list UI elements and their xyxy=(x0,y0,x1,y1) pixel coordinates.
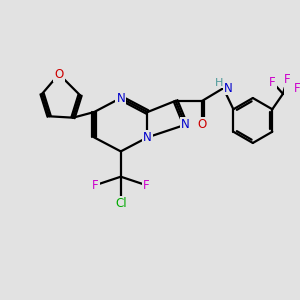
Text: N: N xyxy=(116,92,125,104)
Text: F: F xyxy=(269,76,276,88)
Text: Cl: Cl xyxy=(115,197,127,210)
Text: F: F xyxy=(294,82,300,95)
Text: O: O xyxy=(198,118,207,131)
Text: F: F xyxy=(143,178,149,192)
Text: H: H xyxy=(215,78,223,88)
Text: O: O xyxy=(54,68,64,81)
Text: N: N xyxy=(224,82,233,95)
Text: N: N xyxy=(181,118,190,131)
Text: N: N xyxy=(143,131,152,144)
Text: F: F xyxy=(284,73,290,86)
Text: F: F xyxy=(92,178,99,192)
